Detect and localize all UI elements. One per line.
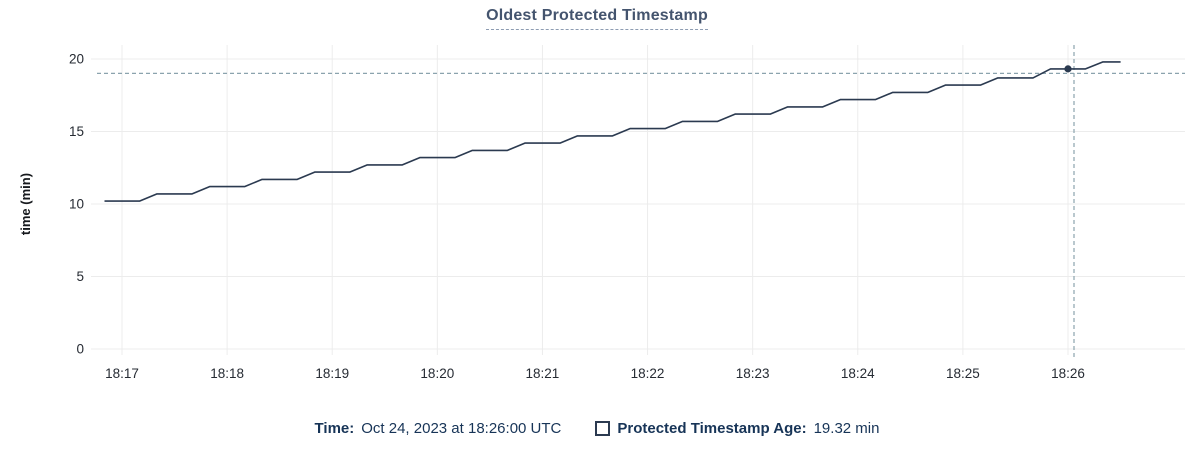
series-label: Protected Timestamp Age: — [617, 420, 807, 437]
series-swatch-icon[interactable] — [595, 421, 611, 436]
x-tick-label: 18:21 — [526, 366, 560, 381]
y-tick-label: 15 — [69, 124, 84, 139]
x-tick-label: 18:20 — [420, 366, 454, 381]
y-tick-label: 20 — [69, 52, 84, 67]
y-tick-label: 10 — [69, 197, 84, 212]
tooltip-time-label: Time: — [314, 420, 355, 437]
x-tick-label: 18:19 — [315, 366, 349, 381]
y-tick-label: 5 — [76, 269, 84, 284]
x-tick-label: 18:26 — [1051, 366, 1085, 381]
x-tick-label: 18:24 — [841, 366, 875, 381]
chart-canvas[interactable]: 0 5 10 15 20 18:17 18:18 18:19 18:20 18:21 18:22 18… — [0, 0, 1194, 402]
legend-item-protected-timestamp-age[interactable]: Protected Timestamp Age: 19.32 min — [595, 420, 879, 437]
tooltip-time-value: Oct 24, 2023 at 18:26:00 UTC — [361, 420, 562, 437]
hover-dot-icon — [1064, 65, 1072, 73]
series-line — [104, 61, 1121, 202]
chart-tooltip-bar: Time: Oct 24, 2023 at 18:26:00 UTC Prote… — [0, 420, 1194, 437]
x-tick-label: 18:17 — [105, 366, 139, 381]
y-axis-title: time (min) — [18, 173, 33, 235]
x-tick-label: 18:23 — [736, 366, 770, 381]
x-tick-label: 18:25 — [946, 366, 980, 381]
x-tick-label: 18:22 — [631, 366, 665, 381]
chart-title[interactable]: Oldest Protected Timestamp — [486, 7, 708, 30]
x-tick-label: 18:18 — [210, 366, 244, 381]
series-value: 19.32 min — [813, 420, 880, 437]
chart-title-row: Oldest Protected Timestamp — [0, 7, 1194, 30]
y-tick-label: 0 — [76, 342, 84, 357]
